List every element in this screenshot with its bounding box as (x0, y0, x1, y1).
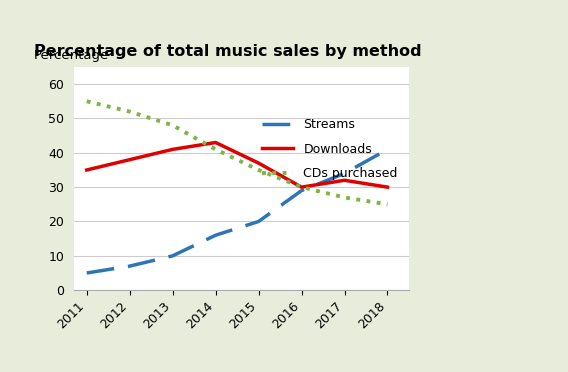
Text: Percentage of total music sales by method: Percentage of total music sales by metho… (34, 44, 421, 59)
Legend: Streams, Downloads, CDs purchased: Streams, Downloads, CDs purchased (257, 113, 403, 185)
Text: Percentage: Percentage (34, 49, 109, 62)
